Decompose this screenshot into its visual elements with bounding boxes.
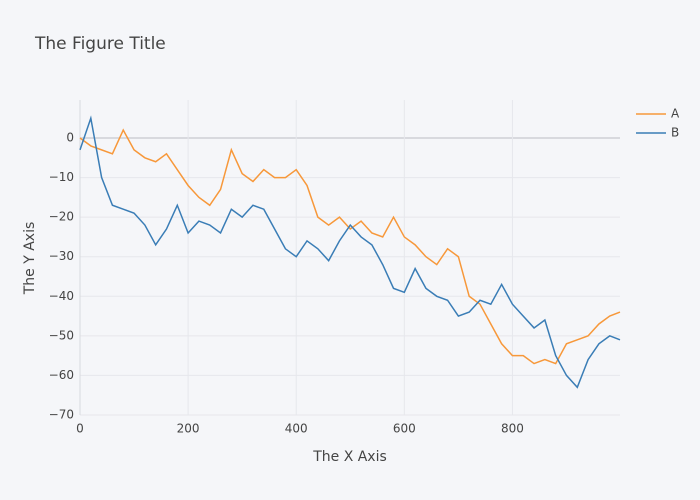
- y-tick-label: −40: [49, 289, 74, 303]
- y-tick-label: 0: [66, 130, 74, 144]
- y-tick-label: −60: [49, 368, 74, 382]
- y-tick-label: −10: [49, 170, 74, 184]
- x-tick-label: 0: [76, 422, 84, 436]
- series-line: [79, 115, 621, 389]
- x-tick-label: 800: [501, 422, 524, 436]
- y-tick-label: −50: [49, 328, 74, 342]
- y-tick-label: −70: [49, 408, 74, 422]
- x-tick-label: 200: [177, 422, 200, 436]
- x-tick-label: 600: [393, 422, 416, 436]
- y-axis-title: The Y Axis: [22, 222, 38, 296]
- x-axis-title: The X Axis: [312, 449, 387, 465]
- y-tick-label: −20: [49, 210, 74, 224]
- legend-label: B: [671, 126, 679, 140]
- legend-label: A: [671, 107, 680, 121]
- chart-title: The Figure Title: [34, 34, 166, 54]
- x-tick-label: 400: [285, 422, 308, 436]
- y-tick-label: −30: [49, 249, 74, 263]
- series-line: [79, 128, 621, 365]
